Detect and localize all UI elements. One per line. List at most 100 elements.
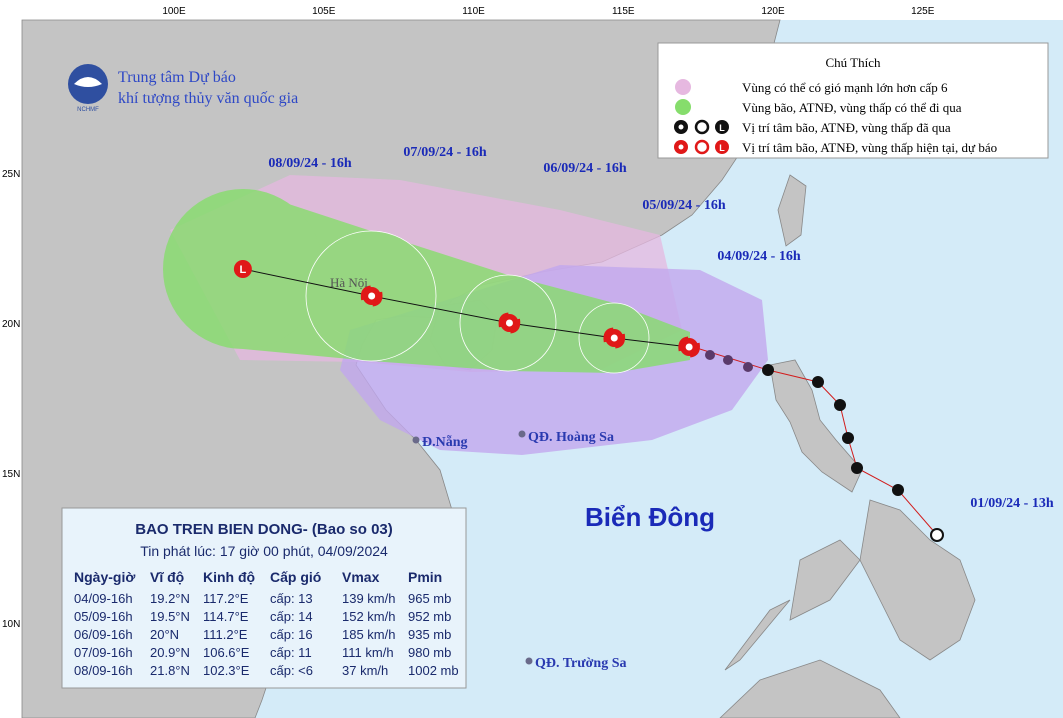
date-label: 08/09/24 - 16h [268,156,351,171]
philippine-islands [789,539,861,621]
table-cell: 05/09-16h [74,609,133,624]
past-position [705,350,715,360]
table-header: Kinh độ [203,569,255,585]
table-cell: 185 km/h [342,627,395,642]
past-position [743,362,753,372]
table-header: Cấp gió [270,569,321,585]
lat-label: 15N [2,469,20,480]
lat-label: 25N [2,169,20,180]
legend-low-symbol: L [719,123,725,133]
table-cell: 20.9°N [150,645,190,660]
dynamic-layer: L [233,260,700,358]
legend-symbols: LL [674,79,729,155]
legend-low [715,140,729,154]
legend-label: Vùng có thể có gió mạnh lớn hơn cấp 6 [742,80,948,95]
org-name: Trung tâm Dự báo [118,69,236,86]
legend-storm-eye [678,124,684,130]
date-label: 07/09/24 - 16h [403,145,486,160]
lon-label: 120E [761,6,785,17]
place-label: Đ.Nẵng [422,434,468,450]
cone-outline [305,230,437,362]
table-cell: 152 km/h [342,609,395,624]
logo-text: NCHMF [77,107,99,113]
place-label: QĐ. Trường Sa [535,656,627,671]
info-subtitle: Tin phát lúc: 17 giờ 00 phút, 04/09/2024 [140,543,388,559]
legend-storm-eye [678,144,684,150]
table-cell: 139 km/h [342,591,395,606]
storm-eye [610,334,618,342]
table-header: Pmin [408,569,442,585]
legend-swatch [675,79,691,95]
past-position [851,462,863,474]
place-label: Biển Đông [585,502,715,532]
place-dot [412,436,420,444]
table-cell: 114.7°E [203,609,249,624]
borneo [719,659,901,718]
table-cell: 04/09-16h [74,591,133,606]
table-cell: 08/09-16h [74,663,133,678]
lon-label: 100E [162,6,186,17]
table-cell: cấp: <6 [270,663,313,678]
legend-low-symbol: L [719,143,725,153]
storm-eye [685,343,693,351]
storm-arm [498,312,521,334]
storm-arm [360,285,383,307]
philippine-islands [859,499,976,661]
past-position [812,376,824,388]
info-title: BAO TREN BIEN DONG- (Bao so 03) [135,521,393,538]
cone-outline [578,302,650,374]
taiwan [777,174,807,247]
org-name: khí tượng thủy văn quốc gia [118,90,298,107]
lon-label: 125E [911,6,935,17]
low-center [233,260,252,278]
legend-title: Chú Thích [825,55,881,70]
legend-label: Vùng bão, ATNĐ, vùng thấp có thể đi qua [742,100,962,115]
legend-label: Vị trí tâm bão, ATNĐ, vùng thấp hiện tại… [742,140,997,155]
cone-outlines [305,230,650,374]
past-track-line [689,345,938,536]
table-cell: 952 mb [408,609,451,624]
place-label: Hà Nội [330,275,368,290]
storm-eye [505,319,513,327]
table-cell: 19.2°N [150,591,190,606]
legend-swatch [675,99,691,115]
palawan [724,599,791,671]
place-dot [525,657,533,665]
low-symbol: L [240,264,247,276]
table-cell: 117.2°E [203,591,249,606]
lon-label: 105E [312,6,336,17]
past-position [834,399,846,411]
past-position [723,355,733,365]
past-position [892,484,904,496]
past-position [762,364,774,376]
past-position [842,432,854,444]
legend-ring [694,119,710,135]
table-cell: 106.6°E [203,645,250,660]
table-cell: 06/09-16h [74,627,133,642]
info-box [61,507,467,689]
table-cell: 102.3°E [203,663,250,678]
table-cell: 935 mb [408,627,451,642]
storm-arm [678,336,700,358]
track-cone [163,189,690,373]
past-positions [705,350,944,542]
place-label: QĐ. Hoàng Sa [528,430,614,445]
date-label: 06/09/24 - 16h [543,161,626,176]
table-cell: cấp: 13 [270,591,313,606]
legend-low [715,120,729,134]
table-cell: 980 mb [408,645,451,660]
table-cell: 1002 mb [408,663,459,678]
lon-label: 110E [462,6,485,17]
legend-ring [694,139,710,155]
table-cell: 07/09-16h [74,645,133,660]
table-cell: 111 km/h [342,645,394,660]
table-cell: 37 km/h [342,663,388,678]
date-label: 05/09/24 - 16h [642,198,725,213]
table-cell: 19.5°N [150,609,190,624]
place-dot [518,430,526,438]
table-cell: 21.8°N [150,663,190,678]
table-header: Ngày-giờ [74,569,135,585]
table-cell: 111.2°E [203,627,248,642]
table-header: Vmax [342,569,380,585]
date-label: 04/09/24 - 16h [717,249,800,264]
